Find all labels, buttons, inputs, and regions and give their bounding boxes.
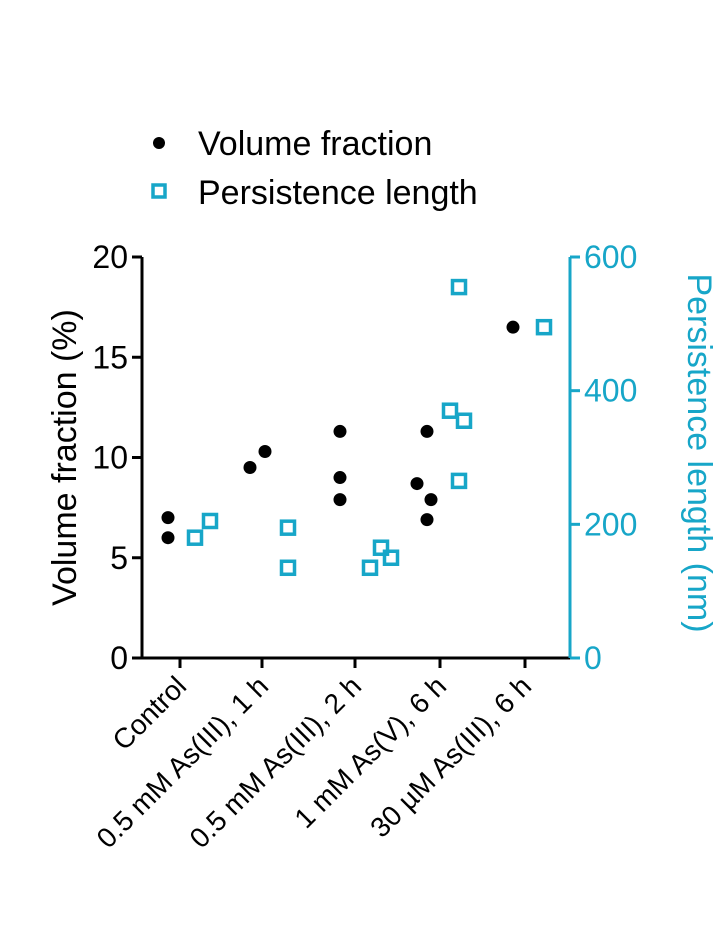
persistence-length-point [450, 472, 468, 490]
persistence-length-point [361, 559, 379, 577]
left-tick-label: 15 [92, 339, 128, 375]
left-tick-label: 0 [110, 640, 128, 676]
left-tick-label: 20 [92, 239, 128, 275]
volume-fraction-point [424, 493, 438, 507]
right-axis-title: Persistence length (nm) [680, 273, 718, 632]
volume-fraction-point [161, 531, 175, 545]
volume-fraction-point [258, 444, 272, 458]
legend: Volume fraction Persistence length [151, 125, 478, 212]
volume-fraction-point [161, 511, 175, 525]
volume-fraction-point [410, 477, 424, 491]
right-tick-label: 0 [584, 640, 602, 676]
persistence-length-point [372, 539, 390, 556]
persistence-length-point [450, 278, 468, 296]
persistence-length-point [279, 559, 297, 577]
x-category-label: 30 µM As(III), 6 h [364, 670, 537, 843]
right-tick-label: 400 [584, 373, 637, 409]
persistence-length-point [382, 549, 400, 566]
persistence-length-point [279, 519, 297, 536]
left-tick-label: 10 [92, 440, 128, 476]
x-category-label: 1 mM As(V), 6 h [288, 670, 452, 834]
volume-fraction-point [333, 471, 347, 485]
legend-label-persistence-length: Persistence length [198, 174, 478, 212]
right-tick-label: 200 [584, 506, 637, 542]
persistence-length-point [441, 402, 459, 419]
right-tick-label: 600 [584, 239, 637, 275]
persistence-length-point [455, 412, 473, 429]
legend-label-volume-fraction: Volume fraction [198, 125, 432, 163]
volume-fraction-point [243, 461, 257, 475]
volume-fraction-point [420, 424, 434, 438]
legend-marker-persistence-length [151, 183, 167, 199]
legend-marker-volume-fraction [153, 137, 165, 149]
left-tick-label: 5 [110, 540, 128, 576]
volume-fraction-point [420, 513, 434, 527]
volume-fraction-point [333, 493, 347, 507]
volume-fraction-point [506, 320, 520, 334]
persistence-length-point [535, 318, 553, 336]
data-marks [161, 278, 553, 577]
persistence-length-point [201, 512, 219, 530]
persistence-length-point [186, 529, 204, 546]
left-axis-title: Volume fraction (%) [46, 309, 84, 606]
volume-fraction-point [333, 424, 347, 438]
